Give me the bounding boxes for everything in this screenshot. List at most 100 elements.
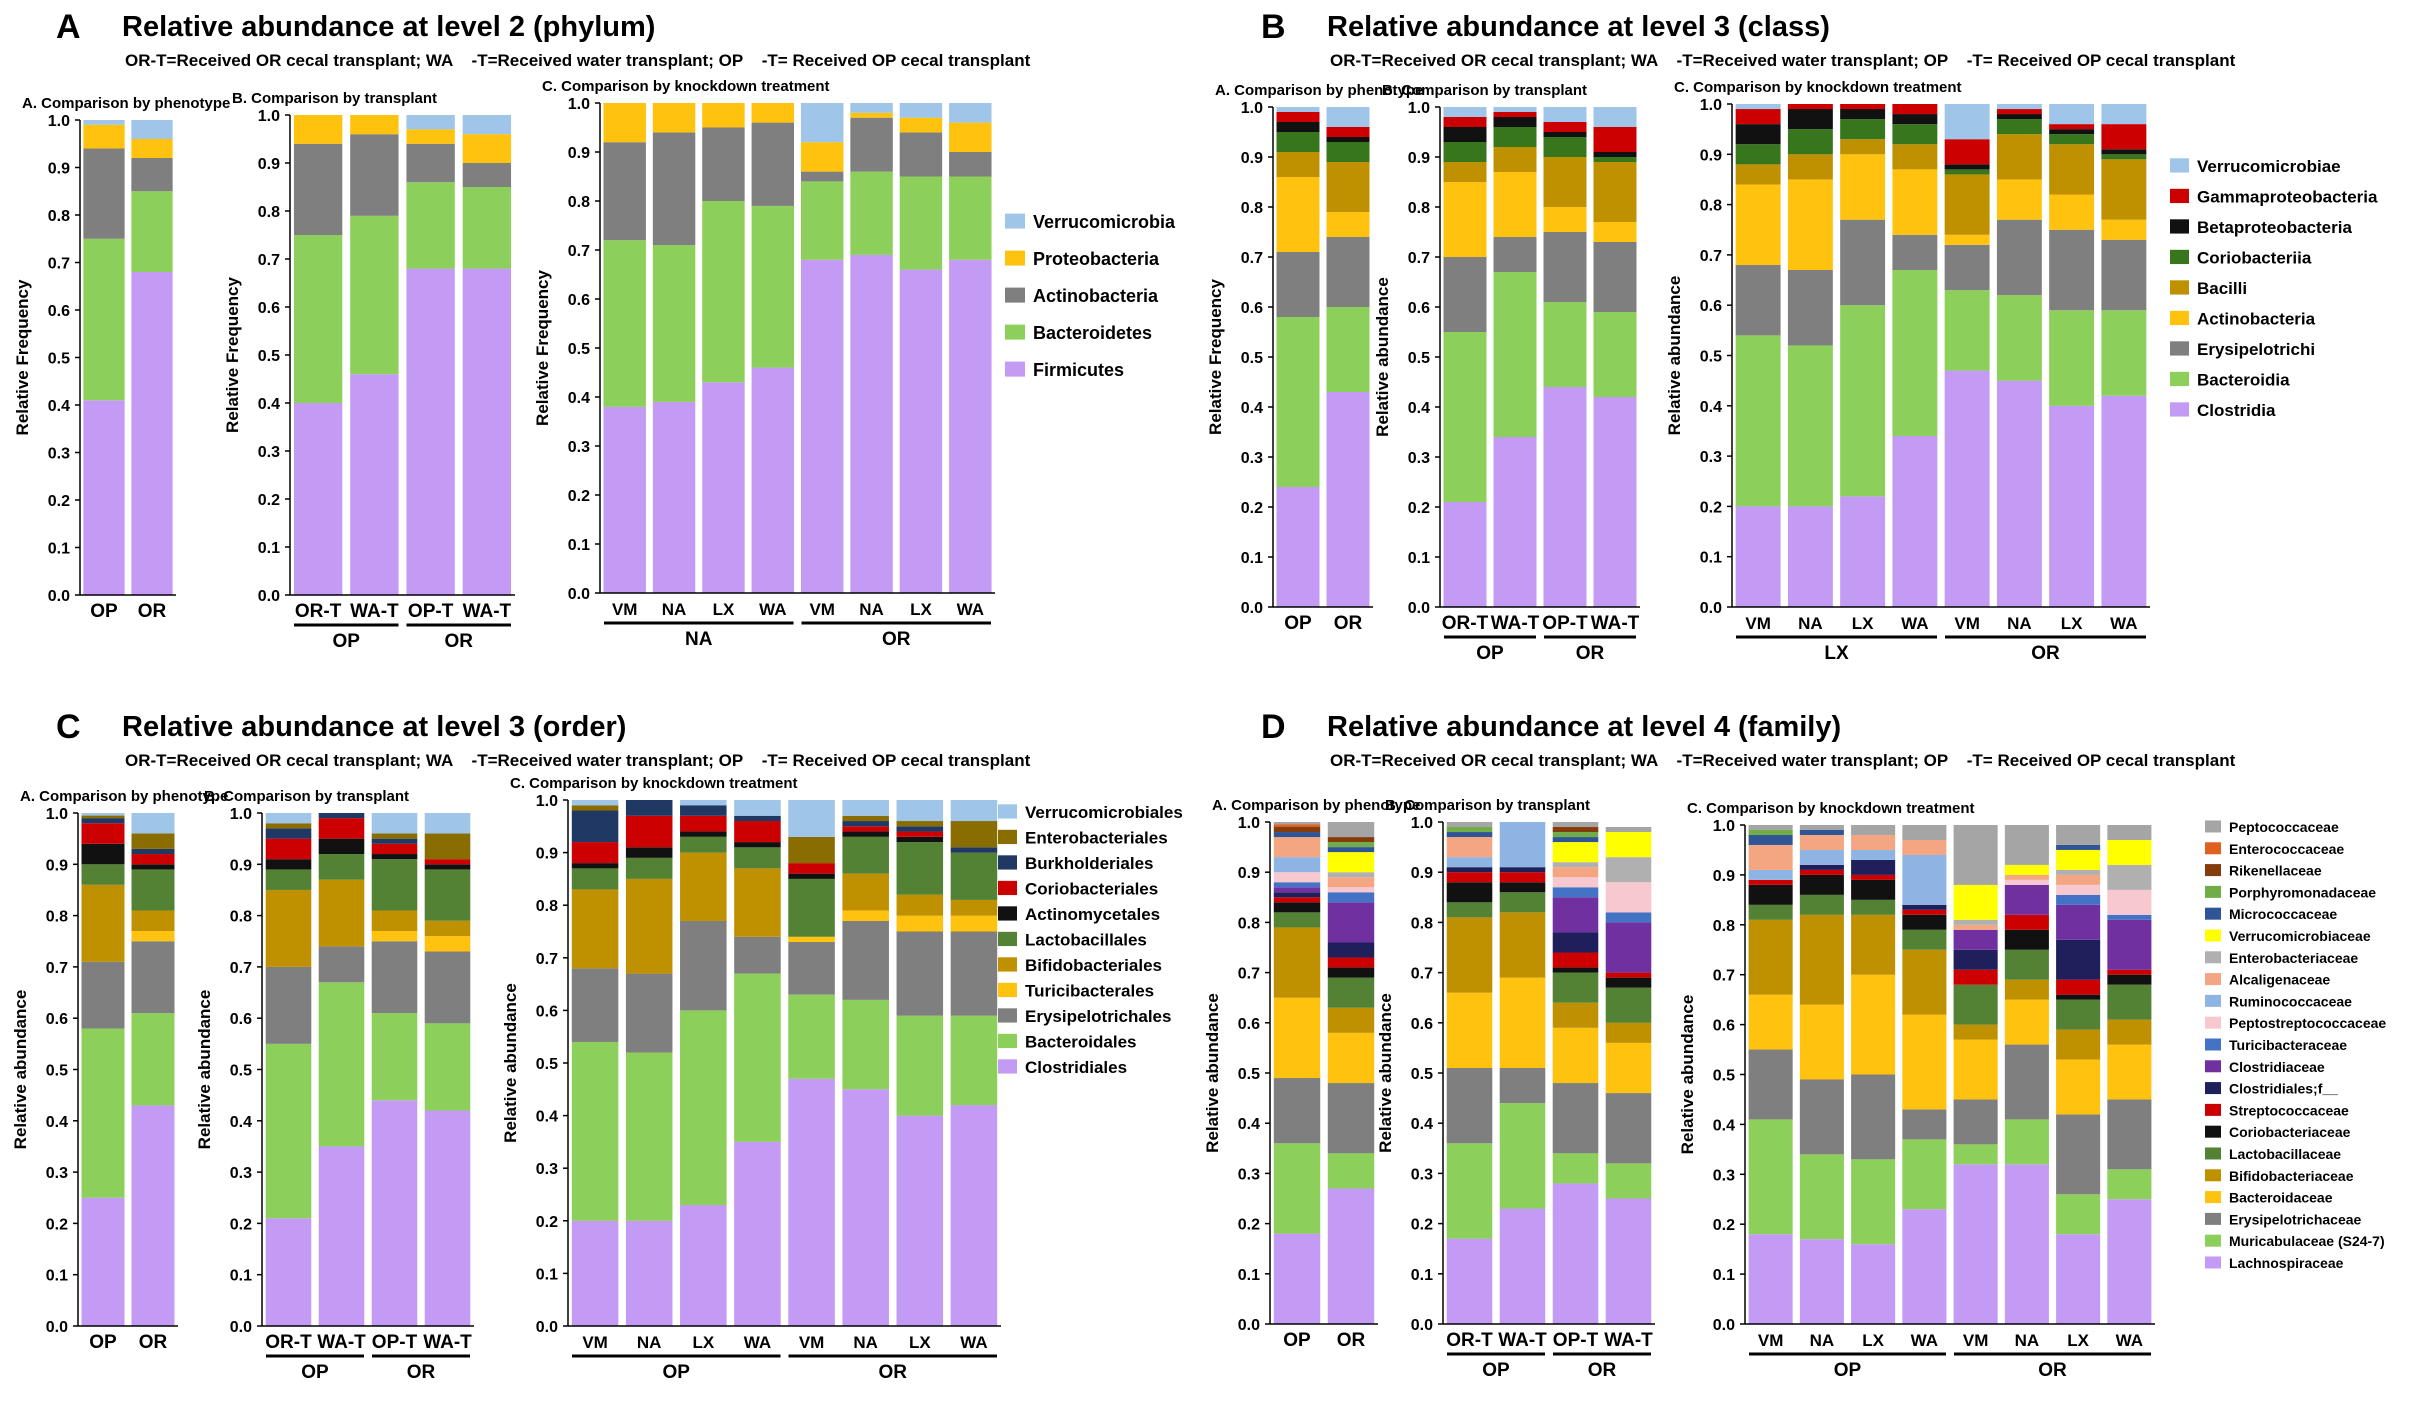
bar-segment-actinobacteria bbox=[131, 158, 173, 192]
panel-c: C Relative abundance at level 3 (order) OR… bbox=[11, 708, 1183, 1383]
y-tick-label: 0.0 bbox=[568, 586, 590, 603]
bar-segment-coriobacteriia bbox=[1443, 142, 1487, 162]
bar-stack-vm bbox=[1944, 104, 1990, 607]
legend-swatch bbox=[2170, 158, 2189, 173]
bar-segment-streptococcaceae bbox=[1273, 897, 1321, 903]
bar-segment-lactobacillales bbox=[131, 869, 175, 911]
bar-segment-betaproteobacteria bbox=[1543, 132, 1587, 137]
bar-stack-wa bbox=[751, 103, 795, 593]
x-tick-label: NA bbox=[859, 600, 884, 619]
bar-segment-peptococcaceae bbox=[2056, 825, 2101, 845]
bar-segment-clostridiales-f- bbox=[1499, 867, 1546, 873]
group-label: OR bbox=[1576, 643, 1605, 664]
subchart-2: B. Comparison by transplant Relative abun… bbox=[195, 788, 474, 1383]
legend: Verrucomicrobia Proteobacteria Actinobacte… bbox=[1005, 212, 1176, 380]
subchart-1: A. Comparison by phenotype Relative Frequ… bbox=[1206, 82, 1423, 634]
y-tick-label: 0.5 bbox=[1241, 350, 1263, 367]
bar-segment-alcaligenaceae bbox=[1273, 837, 1321, 858]
bar-segment-lachnospiraceae bbox=[1499, 1208, 1546, 1324]
bar-segment-clostridiales-f- bbox=[1446, 867, 1493, 873]
legend-label: Turicibacterales bbox=[1025, 982, 1154, 1001]
bar-segment-enterobacteriales bbox=[788, 836, 835, 864]
x-tick-label: NA bbox=[1798, 614, 1823, 633]
bar-segment-clostridiales bbox=[424, 1110, 471, 1326]
x-tick-label: OP bbox=[89, 1332, 117, 1353]
x-tick-label: WA-T bbox=[423, 1332, 472, 1353]
x-tick-label: LX bbox=[713, 600, 735, 619]
bar-segment-erysipelotrichi bbox=[1892, 234, 1938, 270]
bar-segment-micrococcaceae bbox=[1446, 832, 1493, 838]
y-tick-label: 0.4 bbox=[536, 1109, 558, 1126]
bar-stack-vm bbox=[1953, 825, 1998, 1324]
bar-segment-coriobacteriaceae bbox=[2056, 994, 2101, 1000]
bar-segment-peptostreptococcaceae bbox=[1327, 887, 1375, 893]
y-tick-label: 0.1 bbox=[1408, 550, 1430, 567]
bar-segment-lactobacillales bbox=[842, 836, 889, 874]
bar-segment-erysipelotrichi bbox=[1543, 232, 1587, 302]
x-tick-label: LX bbox=[909, 1333, 931, 1352]
y-tick-label: 0.3 bbox=[536, 1161, 558, 1178]
legend-swatch bbox=[1005, 250, 1025, 266]
y-tick-label: 0.3 bbox=[1713, 1167, 1735, 1184]
x-tick-label: WA-T bbox=[463, 601, 512, 622]
group-label: OR bbox=[407, 1362, 436, 1383]
panel-title: Relative abundance at level 4 (family) bbox=[1327, 711, 1841, 743]
bar-segment-erysipelotrichi bbox=[1493, 237, 1537, 272]
bar-segment-bacteroidaceae bbox=[1552, 1027, 1599, 1084]
bar-segment-actinobacteria-c bbox=[1443, 182, 1487, 257]
bar-segment-bacteroidetes bbox=[899, 176, 943, 270]
x-tick-label: NA bbox=[1810, 1331, 1835, 1350]
subchart-3: C. Comparison by knockdown treatment Rela… bbox=[1678, 800, 2155, 1381]
bar-segment-bacteroidetes bbox=[406, 182, 455, 269]
bar-segment-bacteroidia bbox=[1944, 290, 1990, 371]
bar-segment-verrucomicrobiaceae bbox=[1953, 884, 1998, 920]
bar-segment-burkholderiales bbox=[680, 805, 727, 816]
bar-segment-bacteroidia bbox=[1996, 295, 2042, 381]
bar-stack-lx bbox=[899, 103, 943, 593]
y-tick-label: 0.5 bbox=[230, 1063, 252, 1080]
bar-segment-erysipelotrichaceae bbox=[1499, 1067, 1546, 1104]
bar-segment-muricabulaceae-s24-7- bbox=[1327, 1153, 1375, 1189]
bar-segment-lactobacillaceae bbox=[1799, 894, 1844, 915]
legend-swatch bbox=[998, 982, 1017, 998]
bar-segment-bacilli bbox=[1735, 164, 1781, 185]
bar-segment-turicibacterales bbox=[788, 936, 835, 943]
bar-stack-wa-t bbox=[350, 115, 399, 595]
bar-segment-micrococcaceae bbox=[1327, 847, 1375, 853]
bar-stack-wa-t bbox=[1499, 822, 1546, 1324]
bar-segment-peptostreptococcaceae bbox=[1273, 872, 1321, 883]
y-tick-label: 0.3 bbox=[1241, 450, 1263, 467]
bar-segment-clostridiales-f- bbox=[1851, 859, 1896, 875]
bar-stack-or-t bbox=[1446, 822, 1493, 1324]
y-tick-label: 0.4 bbox=[258, 396, 280, 413]
bar-segment-betaproteobacteria bbox=[1787, 109, 1833, 130]
bar-segment-turicibacteraceae bbox=[2056, 894, 2101, 905]
legend-label: Coriobacteriia bbox=[2197, 249, 2312, 268]
y-tick-label: 0.1 bbox=[536, 1266, 558, 1283]
bar-segment-verrucomicrobiae bbox=[1543, 107, 1587, 122]
legend-swatch bbox=[998, 829, 1017, 845]
bar-segment-lachnospiraceae bbox=[1799, 1239, 1844, 1324]
legend-label: Gammaproteobacteria bbox=[2197, 188, 2378, 207]
bar-segment-verrucomicrobiales bbox=[371, 813, 418, 834]
bar-segment-erysipelotrichales bbox=[571, 968, 619, 1042]
x-tick-label: OR-T bbox=[295, 601, 342, 622]
bar-segment-bacteroidales bbox=[318, 982, 365, 1147]
bar-segment-verrucomicrobia bbox=[800, 103, 844, 143]
bar-segment-proteobacteria bbox=[652, 103, 696, 133]
legend-label: Porphyromonadaceae bbox=[2229, 884, 2376, 900]
bar-segment-enterobacteriaceae bbox=[1953, 919, 1998, 925]
bar-segment-peptococcaceae bbox=[1327, 822, 1375, 838]
bar-stack-lx bbox=[2056, 825, 2101, 1324]
y-tick-label: 0.2 bbox=[258, 492, 280, 509]
bar-segment-bacteroidaceae bbox=[1799, 1004, 1844, 1080]
bar-segment-peptococcaceae bbox=[1799, 825, 1844, 830]
bar-segment-erysipelotrichaceae bbox=[2107, 1099, 2152, 1170]
bar-segment-peptococcaceae bbox=[1748, 825, 1793, 830]
bar-segment-verrucomicrobiae bbox=[1996, 104, 2042, 110]
bar-segment-coriobacteriales bbox=[625, 815, 673, 848]
bar-segment-bacteroidaceae bbox=[1446, 992, 1493, 1068]
bar-segment-lactobacillaceae bbox=[1499, 892, 1546, 913]
x-tick-label: OR bbox=[138, 601, 167, 622]
legend-swatch bbox=[998, 957, 1017, 972]
